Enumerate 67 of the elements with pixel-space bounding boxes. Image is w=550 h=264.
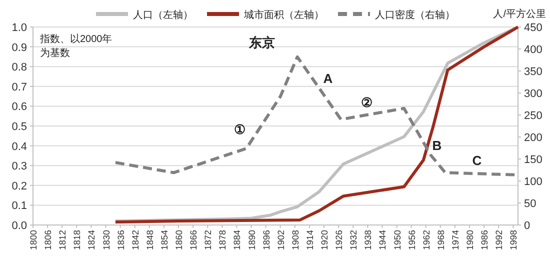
x-tick-label: 1824 <box>86 230 97 250</box>
y-tick-label: 0.0 <box>12 220 27 232</box>
x-tick-label: 1800 <box>28 230 38 250</box>
x-tick-label: 1932 <box>348 230 359 250</box>
x-tick-label: 1818 <box>72 230 82 250</box>
y-tick-label: 0.2 <box>12 180 27 192</box>
annotation: A <box>323 71 334 86</box>
x-tick-label: 1920 <box>320 230 330 250</box>
x-tick-label: 1872 <box>203 230 214 250</box>
x-tick-label: 1908 <box>290 230 300 250</box>
x-tick-label: 1992 <box>494 230 504 250</box>
text: 东京 <box>248 35 275 50</box>
x-tick-label: 1878 <box>218 230 228 250</box>
y-tick-label: 0.8 <box>12 62 27 74</box>
x-tick-label: 1896 <box>261 230 272 250</box>
x-tick-label: 1926 <box>334 230 344 250</box>
y-tick-label: 0.4 <box>12 140 27 153</box>
y-tick-label: 0.1 <box>12 200 27 212</box>
y2-tick-label: 200 <box>524 132 542 144</box>
y-tick-label: 0.6 <box>12 101 27 114</box>
annotation: ② <box>361 95 373 110</box>
x-tick-label: 1968 <box>436 230 446 250</box>
legend-label: 人口密度（右轴） <box>375 9 455 21</box>
y2-tick-label: 400 <box>524 44 542 56</box>
x-tick-label: 1950 <box>392 230 402 250</box>
x-tick-label: 1986 <box>480 230 490 250</box>
x-tick-label: 1938 <box>363 230 374 250</box>
x-tick-label: 1854 <box>159 230 170 250</box>
x-tick-label: 1974 <box>450 230 460 250</box>
y-tick-label: 0.7 <box>12 81 27 94</box>
x-tick-label: 1884 <box>232 230 242 250</box>
x-tick-label: 1890 <box>246 230 257 250</box>
legend-label: 城市面积（左轴） <box>243 9 324 21</box>
y2-tick-label: 150 <box>524 154 542 166</box>
annotation: C <box>472 153 482 168</box>
x-tick-label: 1830 <box>101 230 112 250</box>
x-tick-label: 1836 <box>116 230 126 250</box>
y-tick-label: 0.5 <box>12 121 27 133</box>
x-tick-label: 1860 <box>174 230 184 250</box>
y-tick-label: 0.3 <box>12 160 27 173</box>
line-series <box>114 55 518 176</box>
x-tick-label: 1842 <box>130 230 140 250</box>
legend-label: 人口（左轴） <box>133 9 193 21</box>
x-tick-label: 1944 <box>378 230 388 250</box>
x-tick-label: 1902 <box>276 230 286 250</box>
y2-tick-label: 100 <box>524 176 542 188</box>
y2-tick-label: 350 <box>524 66 542 78</box>
x-tick-label: 1956 <box>406 230 417 250</box>
annotation: B <box>432 138 442 153</box>
annotation: ① <box>234 122 246 137</box>
x-tick-label: 1806 <box>43 230 54 250</box>
x-tick-label: 1980 <box>465 230 475 250</box>
x-tick-label: 1962 <box>421 230 432 250</box>
y-tick-label: 1.0 <box>12 22 27 34</box>
x-tick-label: 1848 <box>144 230 155 250</box>
y-tick-label: 0.9 <box>12 42 27 54</box>
x-tick-label: 1866 <box>188 230 199 250</box>
y2-tick-label: 250 <box>524 110 542 122</box>
y2-tick-label: 450 <box>524 22 542 34</box>
x-tick-label: 1998 <box>508 230 519 250</box>
y2-tick-label: 50 <box>524 198 536 210</box>
annotation: 指数、以2000年为基数 <box>39 33 112 59</box>
x-tick-label: 1812 <box>58 230 68 250</box>
x-tick-label: 1914 <box>304 230 315 250</box>
y2-axis-title: 人/平方公里 <box>493 8 546 20</box>
y2-tick-label: 300 <box>524 88 542 100</box>
y2-tick-label: 0 <box>524 220 530 232</box>
